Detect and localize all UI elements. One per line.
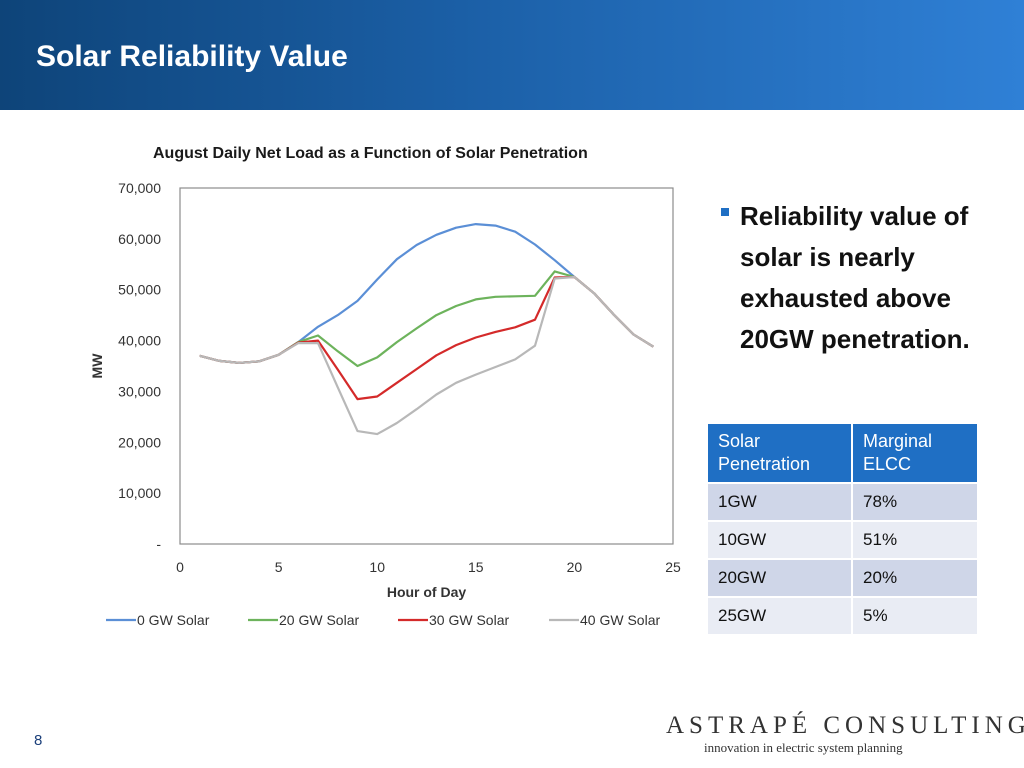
y-tick-label: 50,000 bbox=[118, 282, 161, 298]
table-row: 20GW 20% bbox=[708, 558, 979, 597]
x-tick-label: 15 bbox=[468, 559, 484, 575]
penetration-cell: 25GW bbox=[708, 596, 854, 634]
legend-label-0-gw-solar: 0 GW Solar bbox=[137, 612, 210, 628]
elcc-cell: 5% bbox=[852, 596, 979, 634]
x-tick-label: 5 bbox=[275, 559, 283, 575]
y-axis-label: MW bbox=[89, 353, 105, 379]
series-line-40-gw-solar bbox=[199, 275, 654, 436]
legend-label-40-gw-solar: 40 GW Solar bbox=[580, 612, 660, 628]
logo-tagline: innovation in electric system planning bbox=[704, 740, 903, 755]
table-row: 25GW 5% bbox=[708, 596, 979, 634]
x-tick-label: 0 bbox=[176, 559, 184, 575]
table-row: 1GW 78% bbox=[708, 482, 979, 521]
penetration-cell: 20GW bbox=[708, 558, 854, 597]
y-tick-label: 20,000 bbox=[118, 434, 161, 450]
bullet-point: Reliability value of solar is nearly exh… bbox=[718, 196, 998, 360]
header-solar-penetration: Solar Penetration bbox=[708, 424, 854, 483]
page-number: 8 bbox=[34, 732, 43, 749]
company-logo: ASTRAPÉ CONSULTING innovation in electri… bbox=[666, 706, 1024, 760]
table-row: 10GW 51% bbox=[708, 520, 979, 559]
penetration-cell: 1GW bbox=[708, 482, 854, 521]
elcc-cell: 51% bbox=[852, 520, 979, 559]
chart-title: August Daily Net Load as a Function of S… bbox=[153, 145, 588, 162]
x-axis-label: Hour of Day bbox=[387, 584, 467, 600]
penetration-cell: 10GW bbox=[708, 520, 854, 559]
y-tick-label: 40,000 bbox=[118, 333, 161, 349]
elcc-cell: 78% bbox=[852, 482, 979, 521]
elcc-table: Solar Penetration Marginal ELCC 1GW 78% … bbox=[708, 424, 979, 634]
y-tick-label: - bbox=[156, 536, 161, 552]
legend-label-30-gw-solar: 30 GW Solar bbox=[429, 612, 509, 628]
title-bar: Solar Reliability Value bbox=[0, 0, 1024, 110]
net-load-chart: - 10,000 20,000 30,000 40,000 50,000 60,000 70,… bbox=[89, 180, 681, 628]
y-tick-label: 10,000 bbox=[118, 485, 161, 501]
x-tick-label: 10 bbox=[369, 559, 385, 575]
plot-area bbox=[179, 187, 674, 545]
legend-label-20-gw-solar: 20 GW Solar bbox=[279, 612, 359, 628]
bullet-square-icon bbox=[721, 208, 729, 216]
elcc-cell: 20% bbox=[852, 558, 979, 597]
header-marginal-elcc: Marginal ELCC bbox=[852, 424, 979, 483]
y-tick-label: 30,000 bbox=[118, 383, 161, 399]
y-tick-label: 70,000 bbox=[118, 180, 161, 196]
bullet-text: Reliability value of solar is nearly exh… bbox=[740, 201, 970, 354]
x-tick-label: 20 bbox=[567, 559, 583, 575]
y-tick-label: 60,000 bbox=[118, 231, 161, 247]
table-header-row: Solar Penetration Marginal ELCC bbox=[708, 424, 979, 483]
slide-title: Solar Reliability Value bbox=[36, 40, 348, 73]
logo-wordmark: ASTRAPÉ CONSULTING bbox=[666, 712, 1024, 739]
x-tick-label: 25 bbox=[665, 559, 681, 575]
